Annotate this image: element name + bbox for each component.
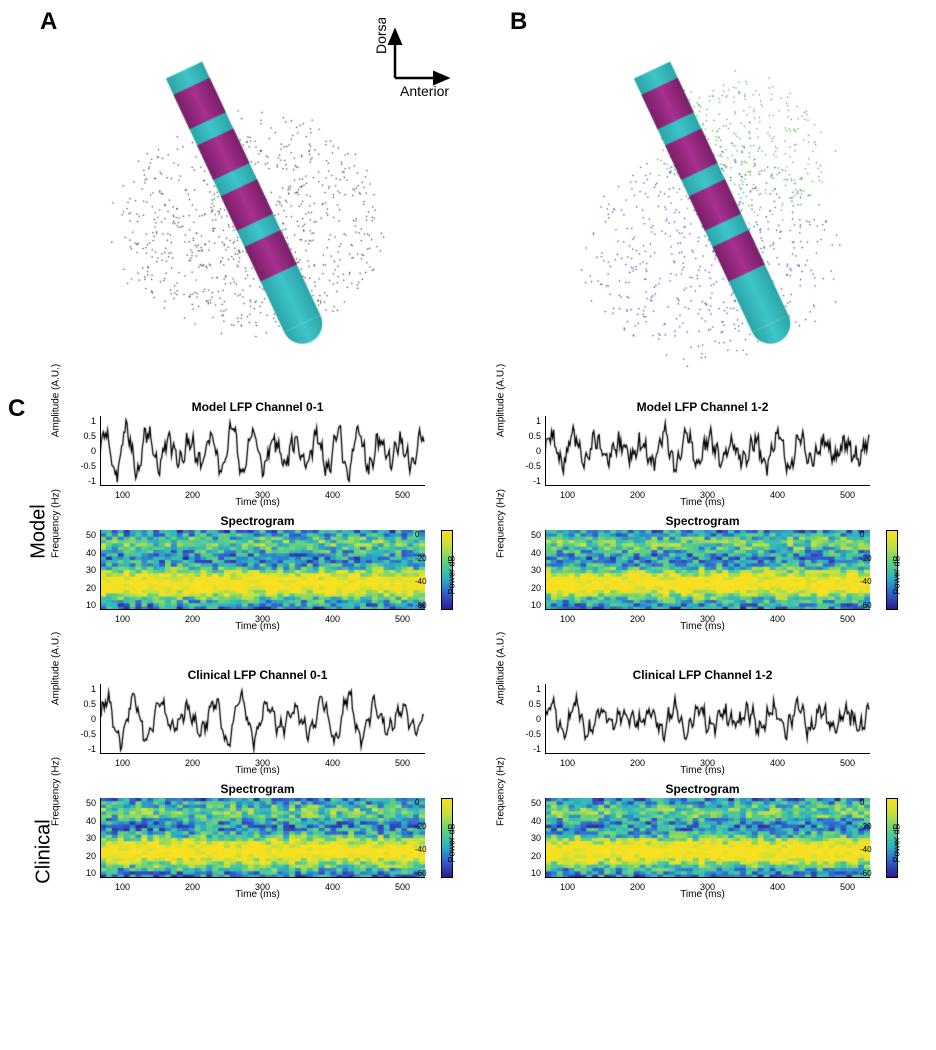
lfp-plot: Amplitude (A.U.) 10.50-0.5-1 10020030040… (60, 684, 455, 774)
lfp-plot: Amplitude (A.U.) 10.50-0.5-1 10020030040… (505, 684, 900, 774)
spectrogram-plot: Frequency (Hz) 5040302010 0-20-40-60 Pow… (505, 798, 900, 898)
panel-label-c: C (8, 395, 25, 423)
chart-title: Model LFP Channel 1-2 (505, 400, 900, 414)
ylabel: Amplitude (A.U.) (51, 364, 62, 437)
electrode-panel-b (502, 10, 902, 370)
spec-title: Spectrogram (60, 514, 455, 528)
clinical-lfp-row: Clinical LFP Channel 0-1 Amplitude (A.U.… (60, 668, 920, 898)
yticks: 10.50-0.5-1 (70, 416, 96, 486)
electrode-row (0, 10, 936, 380)
model-lfp-row: Model LFP Channel 0-1 Amplitude (A.U.) 1… (60, 400, 920, 630)
chart-title: Model LFP Channel 0-1 (60, 400, 455, 414)
colorbar-ticks: 0-20-40-60 (415, 530, 439, 610)
lfp-plot: Amplitude (A.U.) 10.50-0.5-1 10020030040… (505, 416, 900, 506)
xlabel: Time (ms) (235, 621, 280, 632)
spectrogram-plot: Frequency (Hz) 5040302010 0-20-40-60 Pow… (60, 798, 455, 898)
electrode-canvas-b (502, 10, 902, 370)
electrode-panel-a (34, 10, 434, 370)
xlabel: Time (ms) (235, 497, 280, 508)
row-label-clinical: Clinical (33, 819, 56, 883)
chart-grid: Model LFP Channel 0-1 Amplitude (A.U.) 1… (60, 400, 920, 910)
lfp-plot: Amplitude (A.U.) 10.50-0.5-1 10020030040… (60, 416, 455, 506)
electrode-canvas-a (34, 10, 434, 370)
chart-clinical-12: Clinical LFP Channel 1-2 Amplitude (A.U.… (505, 668, 900, 898)
yticks: 5040302010 (70, 530, 96, 610)
row-label-model: Model (28, 504, 51, 558)
spectrogram-plot: Frequency (Hz) 5040302010 0-20-40-60 Pow… (505, 530, 900, 630)
colorbar-label: Power dB (446, 555, 456, 594)
spectrogram-plot: Frequency (Hz) 5040302010 0-20-40-60 Pow… (60, 530, 455, 630)
ylabel: Frequency (Hz) (51, 489, 62, 558)
chart-model-01: Model LFP Channel 0-1 Amplitude (A.U.) 1… (60, 400, 455, 630)
chart-model-12: Model LFP Channel 1-2 Amplitude (A.U.) 1… (505, 400, 900, 630)
chart-clinical-01: Clinical LFP Channel 0-1 Amplitude (A.U.… (60, 668, 455, 898)
